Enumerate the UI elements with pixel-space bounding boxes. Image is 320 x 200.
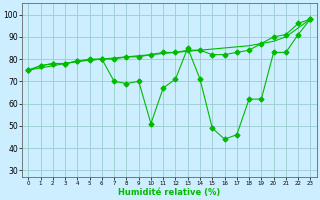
X-axis label: Humidité relative (%): Humidité relative (%) [118, 188, 220, 197]
